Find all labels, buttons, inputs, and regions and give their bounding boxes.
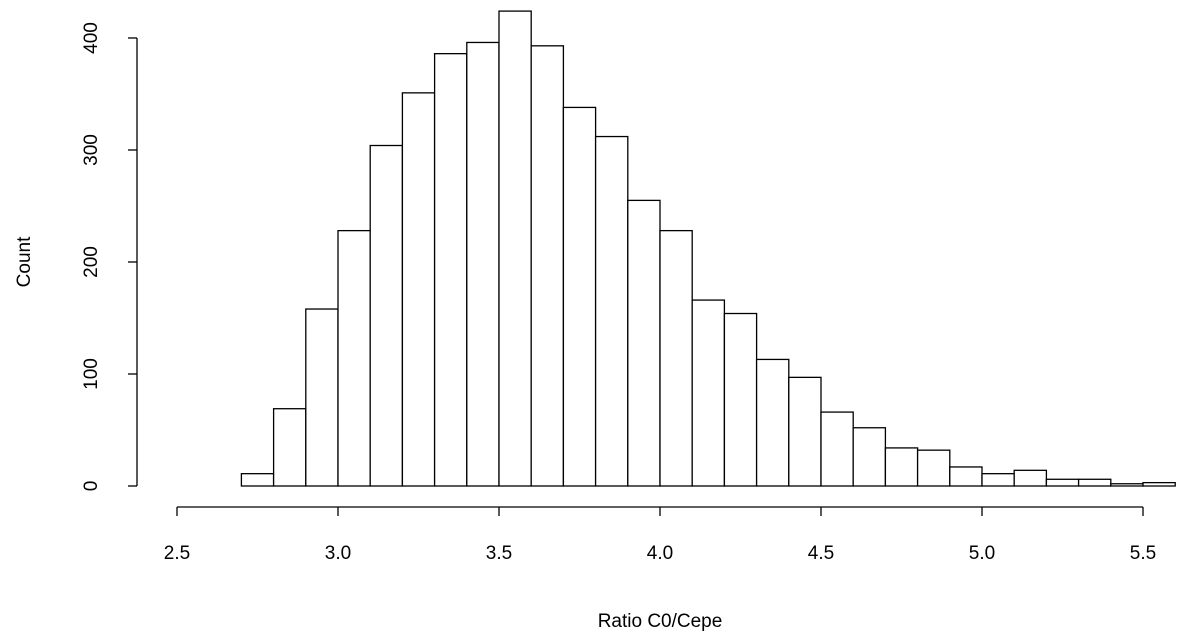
x-axis-label: Ratio C0/Cepe	[598, 611, 723, 632]
x-tick-label: 5.0	[969, 543, 995, 564]
bar	[723, 312, 758, 487]
bar	[788, 376, 822, 487]
bar	[498, 10, 532, 487]
bar	[530, 45, 565, 487]
y-tick-label: 0	[81, 481, 102, 492]
x-tick-label: 5.5	[1130, 543, 1156, 564]
bar	[433, 53, 468, 487]
bar	[1142, 481, 1176, 487]
x-tick-label: 4.5	[808, 543, 834, 564]
bar	[1077, 478, 1112, 487]
x-tick-label: 3.0	[325, 543, 351, 564]
bar	[272, 408, 307, 487]
bar	[337, 229, 371, 487]
bar	[755, 358, 790, 487]
x-tick-label: 4.0	[647, 543, 673, 564]
bar	[1110, 483, 1144, 487]
bar	[691, 299, 726, 487]
bar	[562, 106, 597, 487]
bar	[240, 473, 275, 487]
bar	[884, 447, 919, 487]
y-tick-label: 100	[81, 358, 102, 390]
bar	[594, 135, 629, 487]
bar	[659, 229, 693, 487]
y-tick-label: 300	[81, 134, 102, 166]
bar	[401, 92, 436, 487]
bar	[627, 199, 661, 487]
bar	[916, 449, 951, 487]
y-tick-label: 400	[81, 22, 102, 54]
bar	[305, 308, 339, 487]
bar	[981, 473, 1015, 487]
x-tick-label: 2.5	[164, 543, 190, 564]
y-axis-label: Count	[14, 236, 35, 287]
bar	[1013, 469, 1048, 487]
bar	[466, 41, 500, 487]
bar	[820, 411, 854, 487]
y-tick-label: 200	[81, 246, 102, 278]
bar	[949, 466, 983, 487]
bar	[1045, 478, 1080, 487]
bar	[369, 144, 404, 487]
x-tick-label: 3.5	[486, 543, 512, 564]
bar	[852, 427, 887, 487]
